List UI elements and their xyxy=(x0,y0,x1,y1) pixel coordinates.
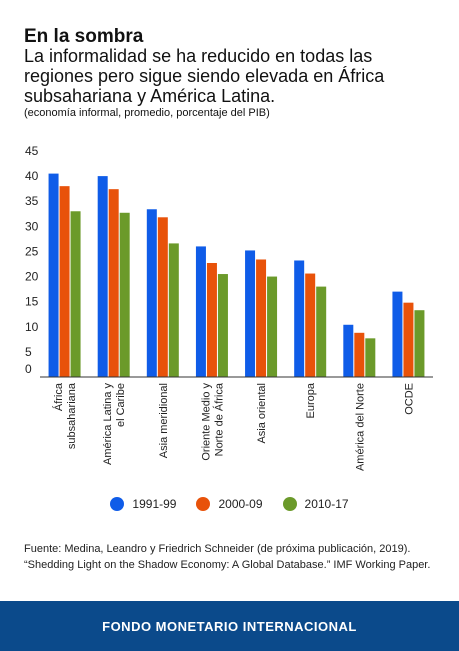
bar xyxy=(245,250,256,377)
bar xyxy=(316,286,327,377)
x-category-label: América Latina yel Caribe xyxy=(102,383,127,465)
bar xyxy=(343,324,354,377)
legend-item-2010-17: 2010-17 xyxy=(282,497,349,511)
bar-chart: 0 5 10 15 20 25 30 35 40 45 Áfricasubsahariana Amér… xyxy=(25,144,433,471)
y-tick-label: 40 xyxy=(25,169,39,183)
x-category-label-line: África xyxy=(52,382,65,411)
legend-label-2010-17: 2010-17 xyxy=(304,497,349,511)
bar xyxy=(97,176,108,377)
legend-label-2000-09: 2000-09 xyxy=(218,497,263,511)
y-tick-label: 35 xyxy=(25,194,39,208)
bar xyxy=(206,262,217,377)
footer-banner: FONDO MONETARIO INTERNACIONAL xyxy=(0,601,459,651)
bar xyxy=(168,243,179,377)
y-tick-label: 15 xyxy=(25,295,39,309)
legend-label-1991-99: 1991-99 xyxy=(132,497,177,511)
bar xyxy=(119,212,130,377)
chart-subtitle: La informalidad se ha reducido en todas … xyxy=(24,46,385,106)
chart-note: (economía informal, promedio, porcentaje… xyxy=(24,107,270,119)
x-category-label-line: subsahariana xyxy=(66,382,78,449)
y-tick-label: 10 xyxy=(25,320,39,334)
x-category-label-line: Asia oriental xyxy=(256,383,268,444)
chart-title: En la sombra xyxy=(24,26,144,47)
bar xyxy=(294,260,305,377)
y-tick-label: 25 xyxy=(25,244,39,258)
bar xyxy=(59,186,70,377)
x-category-label: Asia meridional xyxy=(158,383,170,458)
legend: 1991-99 2000-09 2010-17 xyxy=(0,497,459,511)
y-tick-label: 30 xyxy=(25,219,39,233)
legend-swatch-2000-09 xyxy=(196,497,211,511)
x-category-label-line: América del Norte xyxy=(354,383,366,471)
x-category-label: Europa xyxy=(305,382,317,418)
legend-item-2000-09: 2000-09 xyxy=(196,497,263,511)
bar xyxy=(146,209,157,377)
bar xyxy=(70,211,81,377)
bar xyxy=(157,217,168,377)
x-category-label-line: Asia meridional xyxy=(158,383,170,458)
x-category-label: América del Norte xyxy=(354,383,366,471)
x-category-label: OCDE xyxy=(403,383,415,415)
y-tick-label: 0 xyxy=(25,362,32,376)
bar xyxy=(365,338,376,377)
x-category-label: Áfricasubsahariana xyxy=(52,382,78,449)
bar xyxy=(403,302,414,377)
x-category-label-line: Norte de África xyxy=(212,382,225,456)
x-category-label-line: América Latina y xyxy=(102,383,114,465)
x-category-label: Oriente Medio yNorte de África xyxy=(200,382,225,461)
x-category-label-line: Oriente Medio y xyxy=(200,383,212,461)
bar xyxy=(392,291,403,377)
bar xyxy=(217,274,228,377)
bar xyxy=(414,310,425,377)
x-category-label-line: el Caribe xyxy=(115,383,127,427)
bar xyxy=(195,246,206,377)
bar xyxy=(48,173,59,377)
source-line-1: Fuente: Medina, Leandro y Friedrich Schn… xyxy=(24,543,411,555)
source-line-2: “Shedding Light on the Shadow Economy: A… xyxy=(24,559,431,571)
bar xyxy=(256,259,267,377)
y-tick-label: 45 xyxy=(25,144,39,158)
source-note: Fuente: Medina, Leandro y Friedrich Schn… xyxy=(24,541,444,573)
bar xyxy=(267,276,278,377)
legend-swatch-1991-99 xyxy=(110,497,125,511)
footer-text: FONDO MONETARIO INTERNACIONAL xyxy=(102,618,357,634)
y-tick-label: 20 xyxy=(25,270,39,284)
x-category-label-line: Europa xyxy=(305,382,317,418)
legend-item-1991-99: 1991-99 xyxy=(110,497,176,511)
x-category-label-line: OCDE xyxy=(403,383,415,415)
bar xyxy=(354,332,365,377)
bar xyxy=(305,273,316,377)
bar xyxy=(108,189,119,377)
legend-swatch-2010-17 xyxy=(282,497,297,511)
x-category-label: Asia oriental xyxy=(256,383,268,444)
y-tick-label: 5 xyxy=(25,345,32,359)
